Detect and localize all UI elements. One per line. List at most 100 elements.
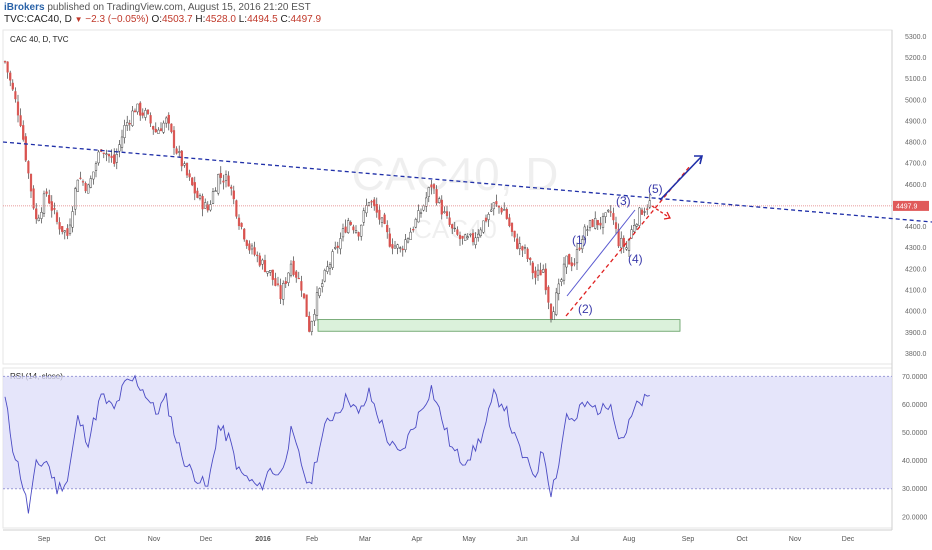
price-tick-label: 5200.0 — [905, 55, 927, 62]
author-link[interactable]: iBrokers — [4, 2, 45, 13]
candle-body — [336, 245, 339, 248]
time-tick-label: Feb — [306, 536, 318, 543]
candle-body — [549, 303, 553, 319]
candle-body — [92, 171, 95, 180]
candle-body — [263, 260, 267, 272]
candle-body — [617, 229, 620, 247]
candle-body — [24, 136, 27, 161]
wave-line — [566, 209, 636, 297]
time-tick-label: Oct — [95, 536, 106, 543]
candle-body — [565, 255, 568, 268]
candle-body — [484, 217, 488, 222]
candle-body — [32, 188, 35, 209]
projection-arrow-down[interactable] — [651, 205, 671, 219]
time-tick-label: Sep — [38, 536, 51, 543]
price-tick-label: 4200.0 — [905, 266, 927, 273]
candle-body — [477, 233, 480, 238]
arrow-head-up-icon — [694, 155, 704, 165]
candle-body — [6, 61, 9, 73]
candle-body — [396, 244, 399, 249]
candle-body — [45, 191, 48, 194]
time-tick-label: Sep — [682, 536, 695, 543]
candle-body — [302, 293, 306, 299]
candle-body — [328, 264, 332, 269]
time-axis[interactable]: Sep Oct Nov Dec 2016 Feb Mar Apr May Jun Jul Aug Sep… — [38, 536, 855, 543]
candle-body — [401, 248, 404, 251]
candle-body — [232, 190, 235, 200]
candle-body — [594, 218, 597, 229]
candle-body — [167, 114, 170, 124]
candle-body — [113, 154, 116, 164]
candle-body — [581, 239, 584, 250]
candle-body — [573, 263, 576, 265]
candle-body — [458, 234, 462, 240]
price-tick-label: 4100.0 — [905, 288, 927, 295]
candle-body — [84, 182, 87, 192]
rsi-tick-label: 50.0000 — [902, 430, 927, 437]
candle-body — [474, 237, 477, 246]
candle-body — [126, 122, 129, 126]
candle-body — [386, 224, 389, 233]
last-price-tag — [893, 200, 929, 211]
candle-body — [326, 266, 329, 272]
candle-body — [607, 209, 610, 212]
rsi-tick-label: 70.0000 — [902, 374, 927, 381]
candle-body — [349, 222, 352, 225]
candle-body — [445, 211, 449, 216]
rsi-axis[interactable]: 70.0000 60.0000 50.0000 40.0000 30.0000 20.00… — [902, 374, 927, 521]
last-price-label: 4497.9 — [896, 203, 918, 210]
time-tick-label: Oct — [737, 536, 748, 543]
candle-body — [198, 195, 202, 199]
candle-body — [409, 231, 412, 240]
symbol-label[interactable]: TVC:CAC40, D — [4, 14, 72, 25]
candle-body — [570, 262, 573, 267]
candle-body — [258, 255, 261, 266]
wave-label-3: (3) — [616, 194, 631, 208]
candle-body — [71, 211, 74, 228]
descending-trendline[interactable] — [2, 141, 932, 223]
candle-body — [144, 110, 147, 118]
candle-body — [139, 102, 142, 116]
candle-body — [620, 238, 623, 249]
open-value: 4503.7 — [162, 14, 193, 25]
price-axis[interactable]: 5300.0 5200.0 5100.0 5000.0 4900.0 4800.0 4700… — [905, 34, 927, 358]
candle-body — [534, 270, 537, 278]
candle-body — [149, 115, 152, 124]
candle-body — [29, 173, 33, 192]
candle-body — [362, 210, 365, 223]
candle-body — [373, 199, 376, 207]
candle-body — [526, 248, 529, 260]
support-zone-box[interactable] — [317, 319, 681, 332]
candle-body — [165, 117, 168, 124]
time-tick-label: Dec — [200, 536, 213, 543]
candle-body — [188, 173, 191, 178]
candle-body — [253, 247, 256, 255]
candle-body — [237, 217, 241, 227]
candle-body — [157, 129, 160, 134]
candle-body — [120, 136, 124, 148]
candle-body — [266, 271, 269, 274]
candle-body — [131, 110, 134, 126]
candle-body — [53, 207, 56, 210]
candle-body — [404, 239, 407, 251]
candle-body — [505, 209, 508, 219]
candle-body — [284, 281, 287, 284]
candle-body — [500, 208, 503, 213]
candle-body — [63, 230, 66, 233]
candle-body — [305, 294, 308, 317]
candle-body — [640, 209, 644, 215]
candle-body — [536, 269, 540, 276]
candle-body — [37, 217, 40, 221]
candle-body — [495, 201, 498, 205]
candle-body — [230, 186, 233, 189]
candle-body — [529, 257, 532, 261]
candle-body — [513, 230, 516, 238]
chart-area[interactable]: CAC40, D CAC40 CAC 40, D, TVC RSI (14, c… — [0, 28, 932, 550]
projection-arrow-up[interactable] — [659, 155, 703, 201]
candle-body — [380, 217, 384, 223]
candle-body — [412, 229, 415, 231]
rsi-tick-label: 40.0000 — [902, 458, 927, 465]
candle-body — [42, 193, 46, 214]
time-tick-label: Nov — [789, 536, 802, 543]
candle-body — [383, 214, 386, 224]
